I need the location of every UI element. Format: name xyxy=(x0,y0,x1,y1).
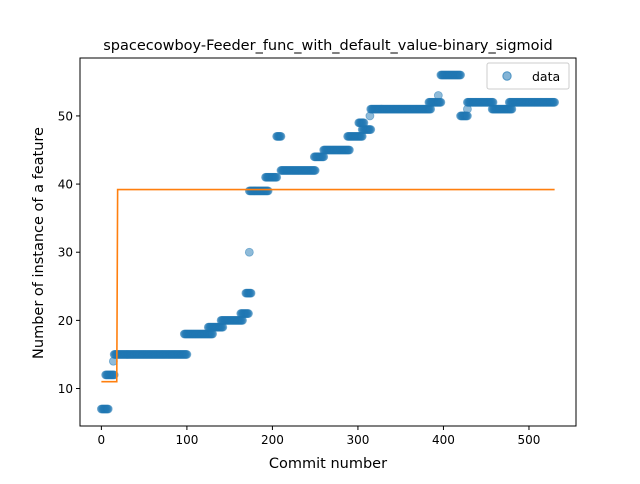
x-tick-label: 100 xyxy=(175,433,198,447)
y-tick-label: 50 xyxy=(58,109,73,123)
data-point xyxy=(246,288,256,298)
y-tick-label: 40 xyxy=(58,178,73,192)
data-point xyxy=(103,404,113,414)
plot-area: 0 100 200 300 400 500 10 20 30 40 50 xyxy=(58,57,577,447)
data-point xyxy=(433,91,443,100)
marks-group xyxy=(96,70,560,414)
data-point xyxy=(550,97,560,107)
legend: data xyxy=(486,62,570,90)
fit-line xyxy=(101,188,555,383)
y-tick-label: 30 xyxy=(58,246,73,260)
y-tick-label: 20 xyxy=(58,314,73,328)
data-point xyxy=(359,118,369,128)
data-point xyxy=(182,350,192,359)
axes-frame xyxy=(79,57,577,427)
chart-title: spacecowboy-Feeder_func_with_default_val… xyxy=(103,38,553,54)
x-tick-label: 200 xyxy=(261,433,284,447)
data-point xyxy=(276,131,286,141)
data-point xyxy=(344,145,354,155)
x-tick-label: 500 xyxy=(518,433,541,447)
data-point xyxy=(244,247,254,257)
x-tick-label: 0 xyxy=(98,433,106,447)
x-tick-label: 300 xyxy=(346,433,369,447)
legend-marker-data xyxy=(502,71,512,81)
data-point xyxy=(456,70,465,80)
legend-label-data: data xyxy=(532,69,560,84)
data-point xyxy=(272,172,282,182)
y-tick-label: 10 xyxy=(58,382,73,396)
y-axis-label: Number of instance of a feature xyxy=(31,127,47,359)
data-point xyxy=(244,309,253,318)
data-point xyxy=(366,125,376,134)
legend-box xyxy=(486,62,570,90)
data-point xyxy=(310,166,320,175)
data-point xyxy=(263,186,273,196)
x-tick-label: 400 xyxy=(432,433,455,447)
x-axis-label: Commit number xyxy=(269,456,387,472)
